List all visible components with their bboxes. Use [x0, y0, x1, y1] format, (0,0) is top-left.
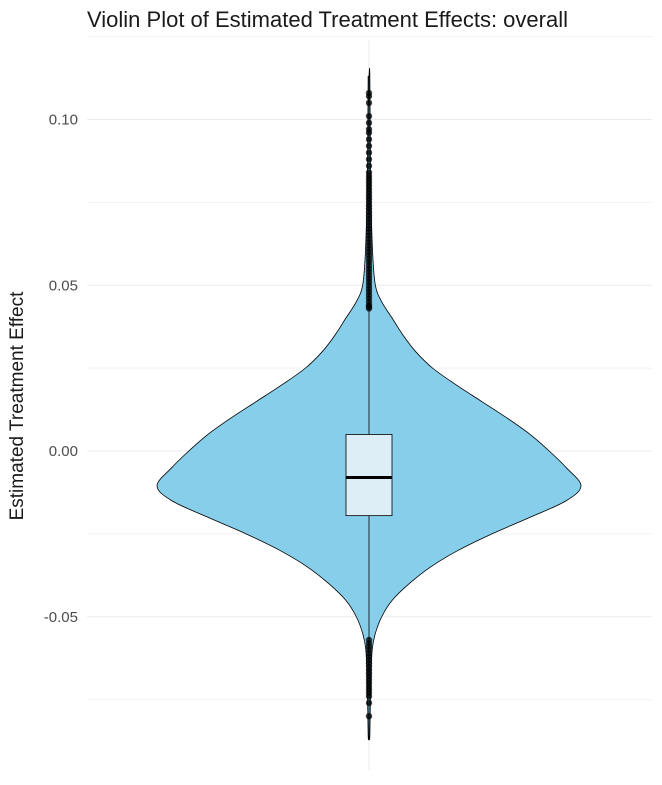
y-tick-label: 0.10: [49, 112, 78, 129]
y-tick-label: 0.00: [49, 443, 78, 460]
outlier-point: [365, 112, 373, 120]
outlier-point: [365, 142, 373, 150]
y-tick-label: 0.05: [49, 277, 78, 294]
outlier-point: [365, 156, 373, 163]
outlier-point: [365, 169, 373, 176]
outlier-point: [365, 693, 373, 700]
outlier-point: [365, 149, 373, 156]
box-iqr: [345, 434, 393, 517]
outlier-point: [365, 699, 373, 707]
outlier-point: [365, 136, 373, 143]
outlier-point: [365, 162, 373, 170]
outlier-point: [365, 89, 373, 97]
chart-title: Violin Plot of Estimated Treatment Effec…: [87, 7, 568, 32]
outlier-point: [365, 99, 373, 107]
outlier-point: [365, 713, 373, 720]
y-tick-label: -0.05: [44, 609, 78, 626]
outlier-point: [365, 126, 373, 133]
outlier-point: [365, 119, 373, 127]
